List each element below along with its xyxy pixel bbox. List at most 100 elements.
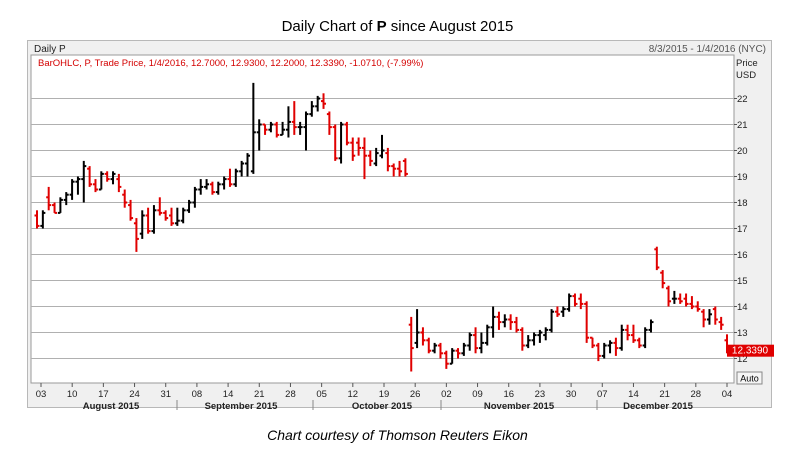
x-month-label: December 2015 [623,401,693,412]
ohlc-bar [128,199,134,221]
ohlc-bar [46,186,52,211]
ohlc-bar [373,147,379,167]
ohlc-bar [607,340,613,354]
last-price-label: 12.3390 [732,346,769,357]
x-tick-label: 07 [597,389,608,400]
ohlc-bar [671,290,677,304]
ohlc-bar [519,327,525,351]
ohlc-bar [397,160,403,177]
ohlc-bar [262,123,268,135]
ohlc-bar [274,121,280,138]
ohlc-bar [239,160,245,177]
ohlc-bar [116,173,122,193]
ohlc-bar [689,296,695,310]
ohlc-bar [192,186,198,208]
ohlc-bar [648,319,654,333]
x-tick-label: 12 [348,389,359,400]
title-suffix: since August 2015 [386,18,514,35]
page-title: Daily Chart of P since August 2015 [0,18,795,35]
x-month-label: August 2015 [83,401,140,412]
ohlc-bar [180,207,186,224]
ohlc-bar [145,207,151,234]
ohlc-bar [168,207,174,226]
ohlc-bar [437,342,443,359]
chart-name: Daily P [34,44,66,55]
y-tick-label: 13 [737,328,748,339]
y-tick-label: 22 [737,94,748,105]
ohlc-bar [104,171,110,182]
x-month-label: November 2015 [484,401,555,412]
ohlc-bar [92,179,98,193]
x-tick-label: 24 [129,389,140,400]
ohlc-bar [69,179,75,200]
ohlc-bar [303,111,309,151]
x-tick-label: 10 [67,389,78,400]
ohlc-bar [666,285,672,307]
y-tick-label: 20 [737,146,748,157]
ohlc-bar [402,158,408,177]
ohlc-bar [315,95,321,112]
x-tick-label: 14 [223,389,234,400]
ohlc-bar [490,306,496,338]
ohlc-bar [268,121,274,133]
ohlc-bar [63,192,69,206]
chart-legend: BarOHLC, P, Trade Price, 1/4/2016, 12.70… [38,58,424,69]
x-tick-label: 03 [36,389,47,400]
title-symbol: P [376,18,387,35]
ohlc-bar [484,324,490,346]
ohlc-bar [572,293,578,307]
ohlc-bar [449,348,455,365]
last-price-tag: 12.3390 [727,344,774,357]
ohlc-bar [250,82,256,174]
auto-button[interactable]: Auto [736,371,763,385]
ohlc-bar [467,332,473,351]
auto-button-label: Auto [740,374,759,384]
x-tick-label: 14 [628,389,639,400]
ohlc-bar [566,293,572,312]
x-tick-label: 16 [503,389,514,400]
ohlc-bar [227,168,233,187]
ohlc-bar [578,293,584,310]
ohlc-bar [654,246,660,271]
x-month-label: September 2015 [205,401,279,412]
ohlc-bar [350,137,356,161]
x-tick-label: 30 [566,389,577,400]
currency-axis-label: USD [736,70,756,81]
ohlc-bar [426,337,432,354]
ohlc-bar [81,160,87,203]
ohlc-bar [297,121,303,135]
ohlc-bar [379,134,385,159]
ohlc-bar [625,324,631,341]
x-axis: 03 10 17 24 31 08 14 21 28 05 12 19 26 02 09 16 23 30 07 14… [36,383,732,412]
y-tick-label: 21 [737,120,748,131]
ohlc-bar [87,166,93,187]
ohlc-bar [34,210,40,229]
ohlc-bar [110,171,116,185]
ohlc-bar [256,119,262,151]
ohlc-bar [209,181,215,195]
ohlc-bar [478,332,484,354]
ohlc-bar [285,106,291,138]
ohlc-bars [34,82,730,372]
title-prefix: Daily Chart of [281,18,377,35]
ohlc-bar [122,189,128,208]
ohlc-bar [98,171,104,191]
ohlc-bar [344,121,350,146]
ohlc-bar [712,306,718,325]
ohlc-bar [151,205,157,234]
ohlc-bar [198,179,204,195]
ohlc-bar [461,342,467,356]
ohlc-bar [531,332,537,346]
ohlc-bar [642,327,648,349]
ohlc-bar [683,293,689,307]
ohlc-bar [174,207,180,226]
ohlc-bar [706,309,712,325]
ohlc-bar [356,137,362,156]
y-axis-ticks: 12 13 14 15 16 17 18 19 20 21 22 [734,94,748,365]
ohlc-bar [613,337,619,356]
ohlc-bar [595,342,601,362]
ohlc-bar [361,137,367,180]
x-tick-label: 23 [535,389,546,400]
ohlc-bar [455,348,461,359]
